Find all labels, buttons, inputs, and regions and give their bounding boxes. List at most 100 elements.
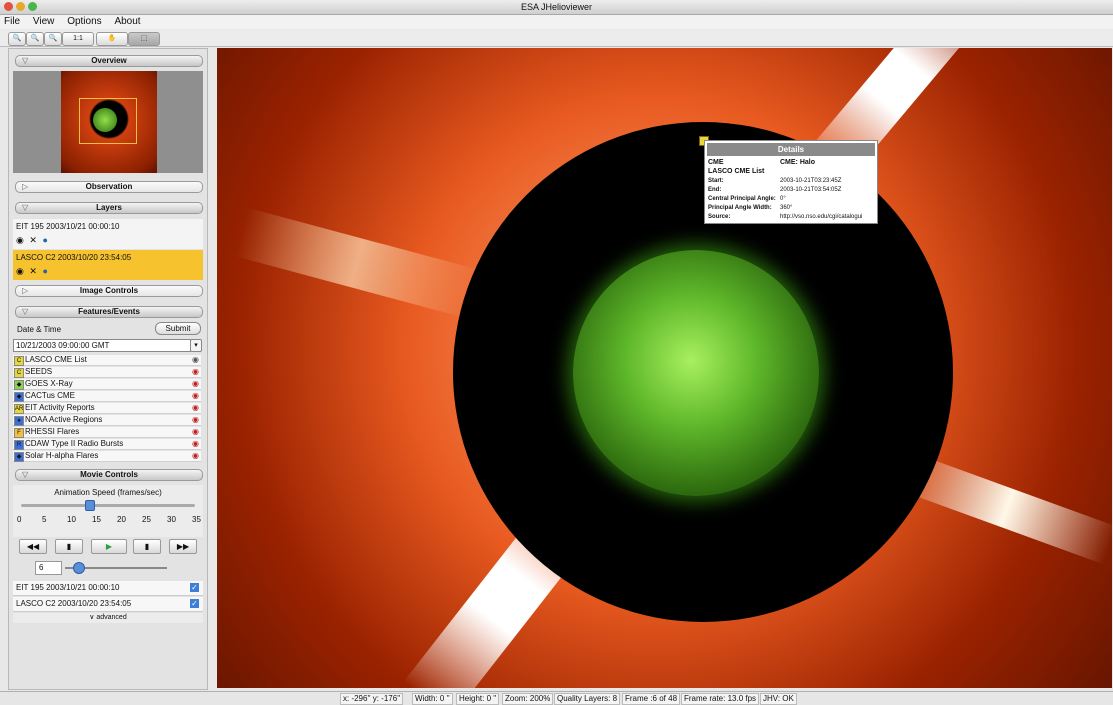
overview-header-label: Overview [91,56,127,65]
visibility-eye-icon[interactable]: ◉ [16,266,24,276]
date-time-label: Date & Time [17,325,62,334]
status-frame: Frame :6 of 48 [622,693,681,705]
menu-about[interactable]: About [114,16,141,27]
remove-layer-icon[interactable]: ✕ [29,235,37,245]
detail-key: Principal Angle Width: [708,205,772,211]
pan-icon: ✋ [107,35,117,42]
hidden-eye-icon[interactable]: ◉ [192,427,199,436]
speed-slider-track[interactable] [21,504,195,507]
advanced-label: advanced [96,614,127,621]
visibility-eye-icon[interactable]: ◉ [16,235,24,245]
image-controls-header[interactable]: ▷ Image Controls [15,285,203,297]
speed-tick-label: 0 [17,515,22,524]
expand-icon: ▷ [22,182,29,191]
fast-forward-icon: ▶▶ [176,542,190,551]
remove-layer-icon[interactable]: ✕ [29,266,37,276]
movie-layer-row[interactable]: EIT 195 2003/10/21 00:00:10 ✓ [13,581,203,596]
speed-tick-label: 10 [67,515,76,524]
window-titlebar: ESA JHelioviewer [0,0,1113,15]
submit-button[interactable]: Submit [155,322,201,335]
date-time-input[interactable]: 10/21/2003 09:00:00 GMT [13,339,191,352]
play-button[interactable]: ▶ [91,539,127,554]
solar-image-view[interactable]: Details CME CME: Halo LASCO CME List Sta… [217,48,1112,688]
speed-tick-label: 20 [117,515,126,524]
layers-header[interactable]: ▽ Layers [15,202,203,214]
layer-info-icon[interactable]: ● [42,235,48,245]
zoom-out-icon: 🔍 [30,35,40,42]
zoom-window-button[interactable] [28,2,37,11]
movie-layer-checkbox[interactable]: ✓ [190,583,199,592]
hidden-eye-icon[interactable]: ◉ [192,367,199,376]
event-catalog-row[interactable]: C LASCO CME List ◉ [13,355,201,366]
frame-slider-thumb[interactable] [72,562,85,574]
step-forward-icon: ▮ [144,542,150,551]
catalog-type-icon: ◆ [14,452,24,462]
catalog-type-icon: F [14,428,24,438]
event-type-label: CME [708,159,724,166]
detail-value: 0° [780,196,786,202]
catalog-type-icon: C [14,368,24,378]
overview-thumbnail[interactable] [13,71,203,173]
status-jhv: JHV: OK [760,693,797,705]
status-frame-rate: Frame rate: 13.0 fps [681,693,760,705]
layer-label: LASCO C2 2003/10/20 23:54:05 [16,253,132,262]
layer-item-lasco[interactable]: LASCO C2 2003/10/20 23:54:05 ◉ ✕ ● [13,250,203,280]
select-button[interactable]: ⬚ [128,32,160,46]
hidden-eye-icon[interactable]: ◉ [192,415,199,424]
minimize-window-button[interactable] [16,2,25,11]
zoom-out-button[interactable]: 🔍 [26,32,44,46]
event-catalog: LASCO CME List [708,168,765,175]
event-catalog-row[interactable]: ◆ GOES X-Ray ◉ [13,379,201,390]
layers-header-label: Layers [96,203,122,212]
speed-tick-label: 5 [42,515,47,524]
observation-header[interactable]: ▷ Observation [15,181,203,193]
detail-key: Start: [708,178,724,184]
control-sidebar: ▽ Overview ▷ Observation ▽ Layers EIT 19… [8,48,208,690]
movie-controls-header[interactable]: ▽ Movie Controls [15,469,203,481]
layer-item-eit[interactable]: EIT 195 2003/10/21 00:00:10 ◉ ✕ ● [13,219,203,249]
features-events-header[interactable]: ▽ Features/Events [15,306,203,318]
menu-options[interactable]: Options [67,16,102,27]
menu-view[interactable]: View [32,16,55,27]
next-button[interactable]: ▮ [133,539,161,554]
hidden-eye-icon[interactable]: ◉ [192,391,199,400]
catalog-label: Solar H-alpha Flares [25,451,99,460]
zoom-fit-button[interactable]: 🔍 [44,32,62,46]
visible-eye-icon[interactable]: ◉ [192,355,199,364]
movie-layer-checkbox[interactable]: ✓ [190,599,199,608]
event-catalog-row[interactable]: C SEEDS ◉ [13,367,201,378]
overview-viewport-box[interactable] [79,98,137,144]
hidden-eye-icon[interactable]: ◉ [192,439,199,448]
advanced-toggle[interactable]: ∨ advanced [13,613,203,623]
catalog-label: CDAW Type II Radio Bursts [25,439,124,448]
menu-file[interactable]: File [4,16,21,27]
event-catalog-row[interactable]: F RHESSI Flares ◉ [13,427,201,438]
layer-info-icon[interactable]: ● [42,266,48,276]
overview-header[interactable]: ▽ Overview [15,55,203,67]
frame-slider-track[interactable] [65,567,167,569]
observation-header-label: Observation [85,182,133,191]
detail-key: End: [708,187,722,193]
close-window-button[interactable] [4,2,13,11]
previous-button[interactable]: ▮ [55,539,83,554]
speed-slider-thumb[interactable] [84,500,95,511]
movie-layer-row[interactable]: LASCO C2 2003/10/20 23:54:05 ✓ [13,597,203,612]
previous-frame-button[interactable]: ◀◀ [19,539,47,554]
catalog-type-icon: ◆ [14,380,24,390]
zoom-in-button[interactable]: 🔍 [8,32,26,46]
animation-speed-label: Animation Speed (frames/sec) [54,488,162,497]
hidden-eye-icon[interactable]: ◉ [192,379,199,388]
zoom-1to1-button[interactable]: 1:1 [62,32,94,46]
event-catalog-row[interactable]: AR EIT Activity Reports ◉ [13,403,201,414]
date-dropdown-button[interactable]: ▾ [190,339,202,352]
event-catalog-row[interactable]: ◆ CACTus CME ◉ [13,391,201,402]
speed-tick-label: 15 [92,515,101,524]
event-catalog-row[interactable]: ● NOAA Active Regions ◉ [13,415,201,426]
frame-number-field[interactable]: 6 [35,561,62,575]
hidden-eye-icon[interactable]: ◉ [192,403,199,412]
event-catalog-row[interactable]: ◆ Solar H-alpha Flares ◉ [13,451,201,462]
hidden-eye-icon[interactable]: ◉ [192,451,199,460]
event-catalog-row[interactable]: R CDAW Type II Radio Bursts ◉ [13,439,201,450]
next-frame-button[interactable]: ▶▶ [169,539,197,554]
pan-button[interactable]: ✋ [96,32,128,46]
